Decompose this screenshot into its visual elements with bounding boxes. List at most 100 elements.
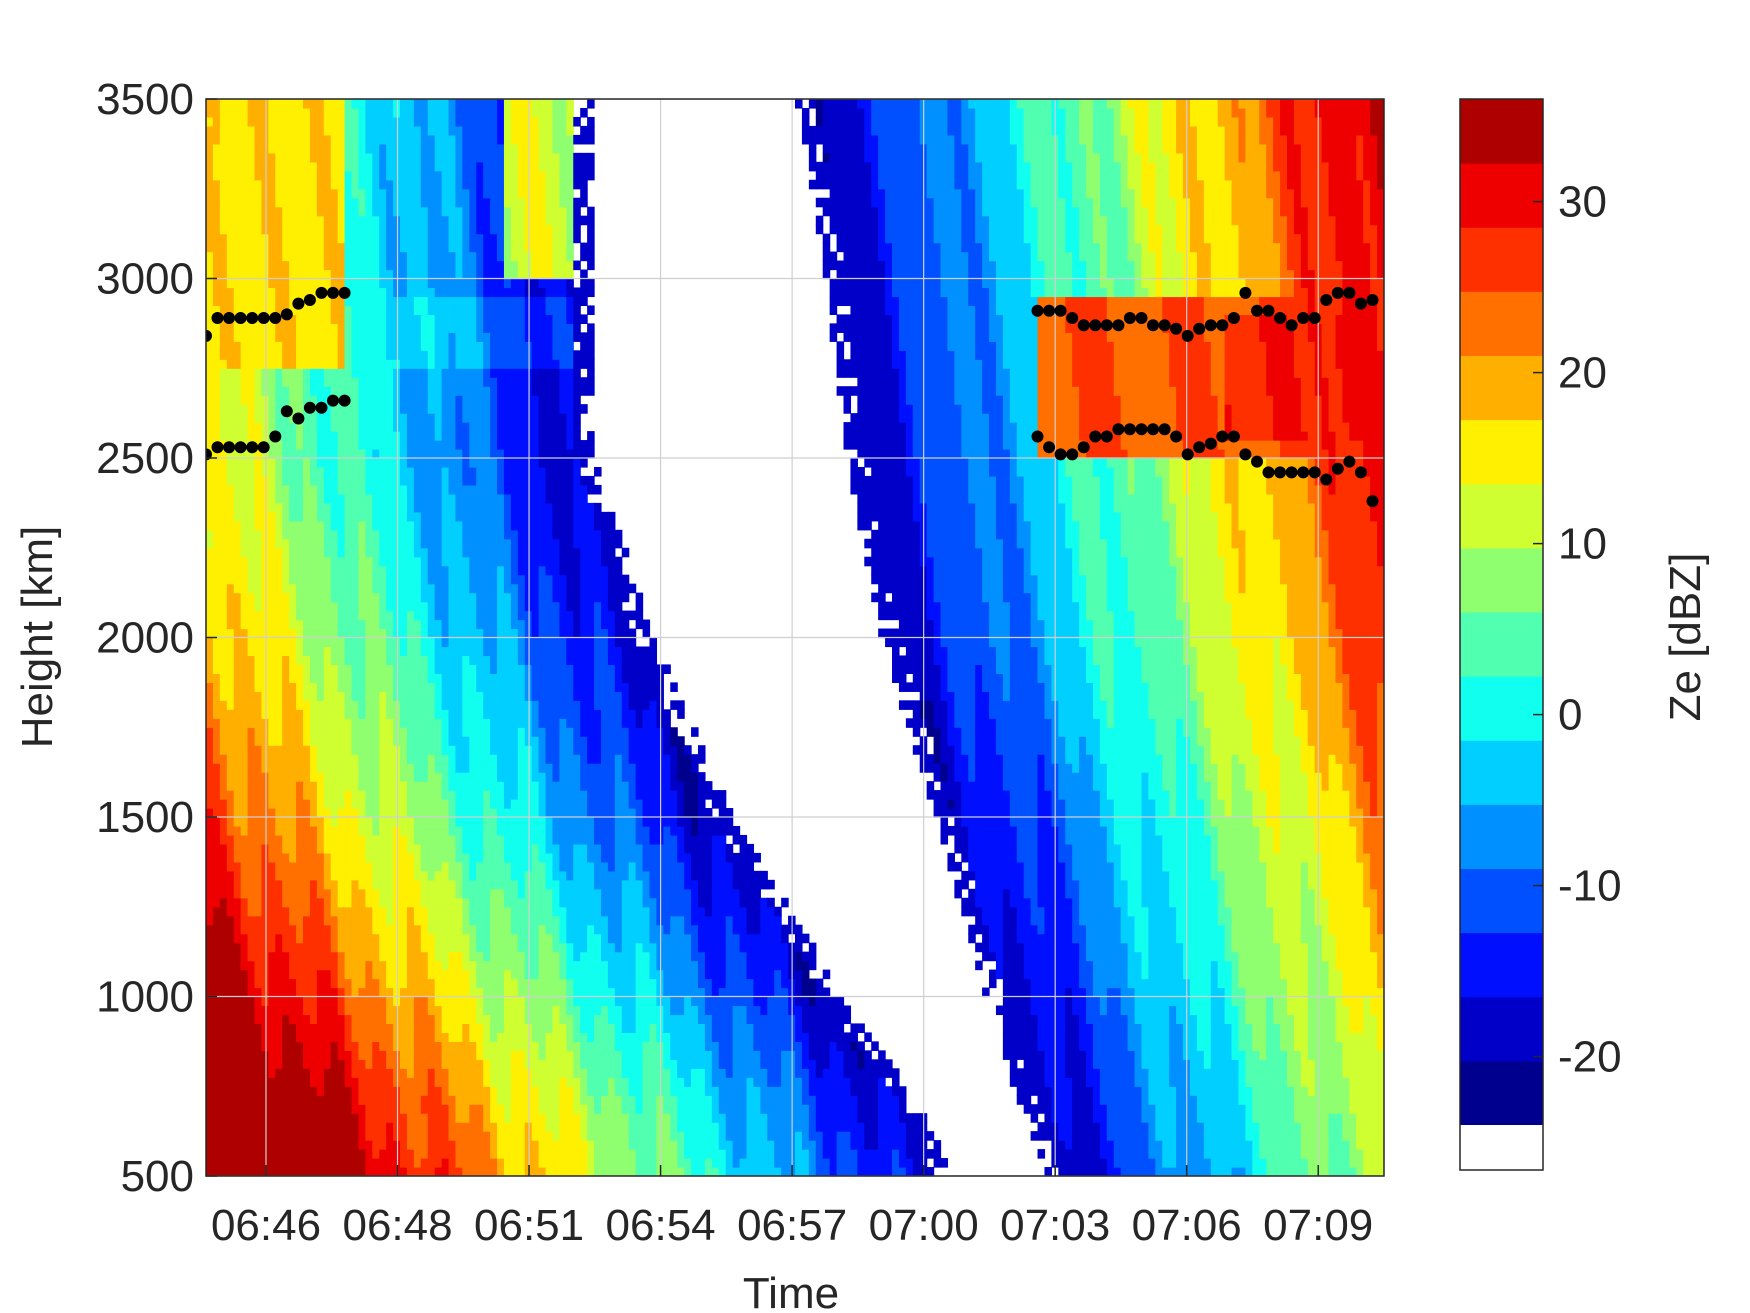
heatmap-cell: [275, 475, 283, 486]
heatmap-cell: [372, 897, 380, 908]
heatmap-cell: [441, 628, 450, 639]
heatmap-cell: [219, 987, 228, 998]
heatmap-cell: [289, 466, 297, 477]
heatmap-cell: [386, 978, 394, 989]
heatmap-cell: [462, 1095, 470, 1105]
heatmap-cell: [406, 529, 415, 540]
heatmap-cell: [372, 1050, 380, 1060]
heatmap-cell: [434, 682, 443, 692]
heatmap-cell: [289, 592, 297, 603]
heatmap-cell: [372, 781, 380, 791]
heatmap-cell: [330, 843, 339, 854]
heatmap-cell: [476, 547, 484, 558]
heatmap-cell: [386, 493, 394, 504]
heatmap-cell: [233, 206, 242, 217]
heatmap-cell: [351, 843, 360, 854]
heatmap-cell: [240, 1122, 249, 1132]
heatmap-cell: [296, 834, 304, 845]
heatmap-cell: [219, 709, 228, 719]
heatmap-cell: [282, 458, 290, 468]
heatmap-cell: [240, 556, 249, 567]
heatmap-cell: [233, 969, 242, 980]
heatmap-cell: [372, 601, 380, 612]
heatmap-cell: [219, 996, 228, 1007]
heatmap-cell: [448, 368, 457, 378]
heatmap-cell: [268, 493, 276, 504]
heatmap-cell: [254, 772, 263, 782]
heatmap-cell: [212, 987, 221, 998]
heatmap-cell: [233, 610, 242, 621]
heatmap-cell: [406, 493, 415, 504]
heatmap-cell: [420, 664, 429, 674]
heatmap-cell: [448, 619, 457, 630]
heatmap-cell: [379, 179, 387, 190]
heatmap-cell: [386, 395, 394, 405]
heatmap-cell: [240, 1050, 249, 1060]
heatmap-cell: [413, 1104, 422, 1114]
heatmap-cell: [296, 359, 304, 369]
heatmap-cell: [275, 449, 283, 459]
heatmap-cell: [309, 879, 318, 890]
heatmap-cell: [323, 942, 332, 953]
heatmap-cell: [344, 547, 353, 558]
heatmap-cell: [379, 511, 387, 522]
heatmap-cell: [275, 897, 283, 908]
heatmap-cell: [462, 161, 470, 172]
heatmap-cell: [247, 269, 256, 280]
heatmap-cell: [490, 897, 498, 908]
heatmap-cell: [400, 763, 408, 773]
heatmap-cell: [303, 601, 311, 612]
heatmap-cell: [393, 637, 401, 648]
heatmap-cell: [351, 422, 360, 432]
heatmap-cell: [268, 251, 276, 262]
heatmap-cell: [261, 664, 269, 674]
heatmap-cell: [448, 817, 457, 827]
heatmap-cell: [406, 125, 415, 136]
heatmap-cell: [372, 520, 380, 531]
heatmap-cell: [434, 996, 443, 1007]
heatmap-cell: [344, 646, 353, 657]
heatmap-cell: [296, 754, 304, 764]
heatmap-cell: [434, 538, 443, 549]
heatmap-cell: [226, 682, 235, 692]
heatmap-cell: [351, 1059, 360, 1069]
heatmap-cell: [247, 260, 256, 271]
heatmap-cell: [420, 1149, 429, 1159]
heatmap-cell: [400, 269, 408, 280]
heatmap-cell: [420, 386, 429, 396]
heatmap-cell: [413, 404, 422, 414]
heatmap-cell: [303, 475, 311, 486]
heatmap-cell: [462, 799, 470, 809]
heatmap-cell: [490, 799, 498, 809]
heatmap-cell: [254, 134, 263, 145]
heatmap-cell: [330, 942, 339, 953]
heatmap-cell: [427, 709, 436, 719]
heatmap-cell: [476, 170, 484, 181]
heatmap-cell: [372, 386, 380, 396]
heatmap-cell: [476, 861, 484, 872]
heatmap-cell: [462, 852, 470, 863]
heatmap-cell: [206, 170, 214, 181]
heatmap-cell: [483, 781, 491, 791]
heatmap-cell: [247, 359, 256, 369]
heatmap-cell: [469, 951, 477, 962]
heatmap-cell: [212, 152, 221, 163]
heatmap-cell: [254, 763, 263, 773]
heatmap-cell: [406, 691, 415, 701]
heatmap-cell: [330, 933, 339, 944]
heatmap-cell: [427, 969, 436, 980]
heatmap-cell: [469, 906, 477, 917]
heatmap-cell: [289, 493, 297, 504]
heatmap-cell: [434, 287, 443, 298]
heatmap-cell: [275, 915, 283, 926]
heatmap-cell: [289, 799, 297, 809]
heatmap-cell: [240, 1149, 249, 1159]
heatmap-cell: [386, 179, 394, 190]
heatmap-cell: [490, 1167, 498, 1176]
heatmap-cell: [337, 1077, 346, 1087]
heatmap-cell: [400, 296, 408, 307]
heatmap-cell: [233, 951, 242, 962]
heatmap-cell: [337, 682, 346, 692]
heatmap-cell: [393, 152, 401, 163]
heatmap-cell: [455, 260, 463, 271]
